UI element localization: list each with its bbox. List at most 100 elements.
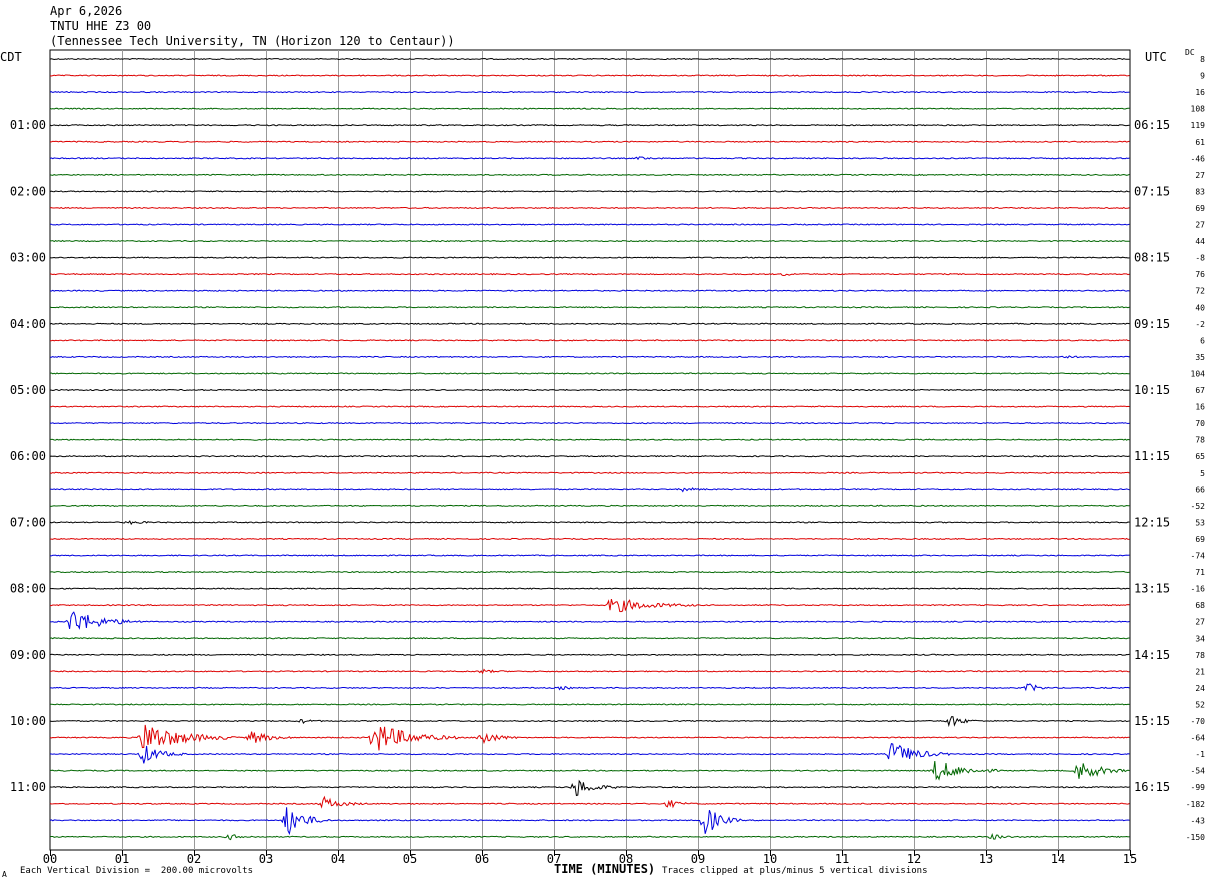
dc-offset-value: 69: [1195, 204, 1205, 213]
dc-offset-value: 78: [1195, 436, 1205, 445]
seismic-trace: [49, 74, 1130, 77]
clip-note: Traces clipped at plus/minus 5 vertical …: [662, 866, 928, 876]
dc-offset-value: 27: [1195, 171, 1205, 180]
dc-offset-value: -16: [1191, 585, 1206, 594]
seismic-trace: [50, 438, 1130, 441]
dc-offset-value: 68: [1195, 601, 1205, 610]
seismic-trace: [49, 570, 1130, 574]
x-tick-label: 07: [547, 852, 561, 866]
seismic-trace: [50, 405, 1130, 408]
dc-offset-value: 6: [1200, 336, 1205, 345]
dc-offset-value: 108: [1191, 105, 1206, 114]
x-tick-label: 03: [259, 852, 273, 866]
dc-offset-value: -182: [1186, 800, 1205, 809]
dc-offset-value: -52: [1191, 502, 1206, 511]
seismic-trace: [49, 256, 1130, 259]
dc-offset-value: 71: [1195, 568, 1205, 577]
dc-offset-value: 69: [1195, 535, 1205, 544]
dc-offset-value: 16: [1195, 403, 1205, 412]
dc-offset-value: 44: [1195, 237, 1205, 246]
dc-offset-value: 40: [1195, 303, 1205, 312]
dc-offset-value: 67: [1195, 386, 1205, 395]
axis-labels: 00 01 02 03 04 05 06 07 08 09 10 11 12 13 14 15 8 9 16 108 1…: [10, 55, 1205, 866]
seismic-trace: [49, 124, 1130, 127]
utc-hour-label: 16:15: [1134, 780, 1170, 794]
cdt-hour-label: 08:00: [10, 582, 46, 596]
seismic-trace: [49, 107, 1130, 110]
x-tick-label: 10: [763, 852, 777, 866]
chart-date: Apr 6,2026: [50, 4, 123, 18]
seismic-trace: [49, 455, 1130, 458]
dc-offset-value: 35: [1195, 353, 1205, 362]
cdt-hour-label: 05:00: [10, 383, 46, 397]
utc-hour-label: 09:15: [1134, 317, 1170, 331]
dc-offset-value: 65: [1195, 452, 1205, 461]
dc-offset-value: 21: [1195, 667, 1205, 676]
seismic-trace: [49, 272, 1130, 277]
seismic-trace: [49, 554, 1130, 557]
dc-offset-value: -99: [1191, 783, 1206, 792]
dc-offset-value: 119: [1191, 121, 1206, 130]
x-axis-title: TIME (MINUTES): [554, 862, 656, 876]
x-tick-label: 01: [115, 852, 129, 866]
dc-offset-value: 83: [1195, 187, 1205, 196]
seismic-trace: [49, 611, 1130, 630]
dc-offset-value: 53: [1195, 518, 1205, 527]
dc-offset-value: 34: [1195, 634, 1205, 643]
seismic-trace: [49, 703, 1130, 706]
seismic-trace: [49, 306, 1130, 309]
seismic-trace: [49, 156, 1130, 161]
station-location: (Tennessee Tech University, TN (Horizon …: [50, 34, 455, 48]
x-tick-label: 13: [979, 852, 993, 866]
cdt-hour-label: 01:00: [10, 118, 46, 132]
seismic-trace: [49, 724, 1130, 751]
seismic-trace: [49, 206, 1130, 210]
seismic-trace: [49, 355, 1130, 359]
dc-offset-value: 70: [1195, 419, 1205, 428]
dc-offset-value: 27: [1195, 221, 1205, 230]
x-tick-label: 14: [1051, 852, 1065, 866]
seismic-trace: [49, 668, 1130, 675]
x-tick-label: 04: [331, 852, 345, 866]
x-tick-label: 15: [1123, 852, 1137, 866]
seismic-trace: [49, 289, 1130, 292]
utc-hour-label: 15:15: [1134, 714, 1170, 728]
seismic-trace: [49, 807, 1130, 836]
dc-offset-value: -43: [1191, 816, 1206, 825]
seismic-trace: [49, 537, 1130, 541]
seismic-trace: [49, 779, 1130, 797]
dc-offset-value: 104: [1191, 369, 1206, 378]
cdt-hour-label: 10:00: [10, 714, 46, 728]
seismic-trace: [49, 372, 1130, 375]
dc-offset-value: 8: [1200, 55, 1205, 64]
dc-offset-value: 78: [1195, 651, 1205, 660]
seismic-trace: [49, 421, 1130, 425]
utc-hour-label: 12:15: [1134, 515, 1170, 529]
seismic-trace: [49, 598, 1130, 613]
dc-offset-value: -1: [1195, 750, 1205, 759]
dc-offset-value: 5: [1200, 469, 1205, 478]
cdt-hour-label: 04:00: [10, 317, 46, 331]
seismic-trace: [49, 239, 1130, 243]
utc-hour-label: 08:15: [1134, 251, 1170, 265]
cdt-hour-label: 03:00: [10, 251, 46, 265]
seismic-trace: [49, 520, 1130, 526]
x-tick-label: 11: [835, 852, 849, 866]
seismic-trace: [49, 223, 1130, 226]
dc-offset-value: 27: [1195, 618, 1205, 627]
cdt-hour-label: 07:00: [10, 515, 46, 529]
left-timezone-label: CDT: [0, 50, 22, 64]
station-id: TNTU HHE Z3 00: [50, 19, 152, 33]
dc-offset-value: 76: [1195, 270, 1205, 279]
x-tick-label: 12: [907, 852, 921, 866]
seismic-trace: [50, 339, 1130, 342]
seismic-trace: [49, 653, 1130, 656]
dc-offset-value: -8: [1195, 254, 1205, 263]
x-tick-label: 05: [403, 852, 417, 866]
seismic-trace: [49, 683, 1130, 692]
seismic-trace: [49, 90, 1130, 94]
dc-offset-value: -74: [1191, 552, 1206, 561]
dc-offset-value: -2: [1195, 320, 1205, 329]
seismic-trace: [49, 637, 1130, 640]
